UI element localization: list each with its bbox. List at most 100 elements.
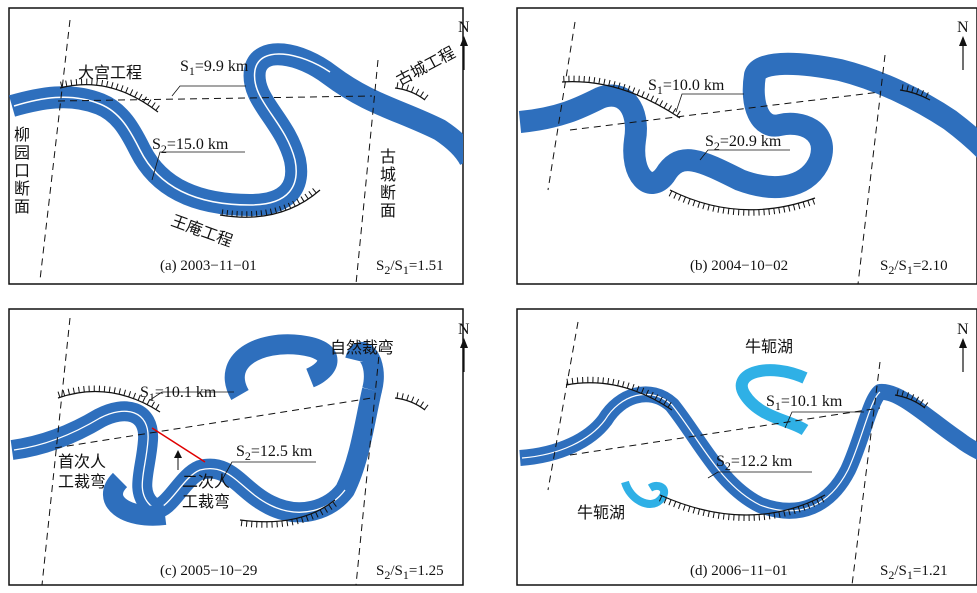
revetment-hatch xyxy=(807,200,811,207)
svg-text:N: N xyxy=(458,19,470,36)
panel-b-works-right xyxy=(899,89,931,101)
revetment-hatch xyxy=(332,501,337,507)
panel-a-gucheng-works-label: 古城工程 xyxy=(393,44,458,90)
revetment-hatch xyxy=(673,501,677,508)
svg-text:城: 城 xyxy=(380,166,396,184)
panel-b-section-left xyxy=(547,21,576,191)
svg-text:断: 断 xyxy=(380,184,396,202)
panel-d-works-left xyxy=(565,382,673,411)
revetment-hatch xyxy=(668,499,672,506)
panel-b-s1-line xyxy=(569,91,881,131)
revetment-hatch xyxy=(138,93,143,100)
revetment-hatch xyxy=(654,97,659,104)
revetment-hatch xyxy=(226,209,229,217)
revetment-hatch xyxy=(911,86,914,93)
revetment-hatch xyxy=(802,504,806,511)
svg-text:工裁弯: 工裁弯 xyxy=(58,473,106,491)
panel-c-natural-label: 自然裁弯 xyxy=(330,339,394,357)
panel-d-frame xyxy=(516,308,977,586)
panel-d-caption: (d) 2006−11−01 xyxy=(690,563,788,579)
revetment-hatch xyxy=(410,396,415,403)
revetment-hatch xyxy=(129,89,134,96)
revetment-hatch xyxy=(401,393,404,400)
revetment-hatch xyxy=(626,382,630,389)
revetment-hatch xyxy=(792,507,796,514)
revetment-hatch xyxy=(269,208,273,215)
svg-text:古: 古 xyxy=(380,148,396,166)
panel-a-liuyuankou-label: 柳 园 口 断 面 xyxy=(14,126,30,216)
revetment-hatch xyxy=(151,401,155,408)
revetment-hatch xyxy=(134,91,138,98)
panel-b-north-arrow-icon: N xyxy=(957,19,969,70)
revetment-hatch xyxy=(901,84,904,91)
revetment-hatch xyxy=(788,205,791,212)
panel-d-section-right xyxy=(851,361,881,585)
panel-a-gucheng-section-label: 古 城 断 面 xyxy=(380,148,396,220)
panel-d-north-arrow-icon: N xyxy=(957,321,969,372)
revetment-hatch xyxy=(797,203,801,210)
revetment-hatch xyxy=(103,385,106,392)
revetment-hatch xyxy=(663,497,667,504)
revetment-hatch xyxy=(717,206,720,213)
revetment-hatch xyxy=(763,513,766,521)
panel-c-frame xyxy=(8,308,464,586)
revetment-hatch xyxy=(245,520,248,527)
revetment-hatch xyxy=(728,514,730,521)
revetment-hatch xyxy=(424,94,429,100)
revetment-hatch xyxy=(768,208,770,215)
revetment-hatch xyxy=(812,198,816,205)
revetment-hatch xyxy=(783,206,786,213)
revetment-hatch xyxy=(310,513,314,520)
panel-a-s1-leader xyxy=(171,85,246,97)
revetment-hatch xyxy=(667,402,672,408)
revetment-hatch xyxy=(682,196,686,203)
revetment-hatch xyxy=(650,391,654,398)
revetment-hatch xyxy=(687,198,691,205)
revetment-hatch xyxy=(640,387,645,394)
revetment-hatch xyxy=(650,95,654,102)
revetment-hatch xyxy=(916,88,919,95)
revetment-hatch xyxy=(788,509,791,516)
revetment-hatch xyxy=(658,396,663,403)
revetment-hatch xyxy=(304,193,309,200)
revetment-hatch xyxy=(608,79,611,86)
revetment-hatch xyxy=(672,107,677,114)
panel-c-river-thread xyxy=(13,410,346,513)
panel-a-s2-leader xyxy=(151,151,245,181)
panel-b-ratio: S2/S1=2.10 xyxy=(880,258,948,277)
revetment-hatch xyxy=(60,81,63,88)
revetment-hatch xyxy=(778,207,781,214)
revetment-hatch xyxy=(70,79,73,86)
panel-b-s2-leader xyxy=(699,149,790,161)
panel-b-works-left xyxy=(561,81,681,119)
panel-a-north-arrow-icon: N xyxy=(458,19,470,70)
svg-text:面: 面 xyxy=(14,199,30,216)
revetment-hatch xyxy=(231,210,233,217)
svg-text:口: 口 xyxy=(14,163,30,180)
revetment-hatch xyxy=(676,110,681,117)
panel-b-s2-label: S2=20.9 km xyxy=(705,133,782,153)
panel-a-dagong-works xyxy=(59,84,159,113)
revetment-hatch xyxy=(286,520,289,527)
revetment-hatch xyxy=(255,210,258,217)
revetment-hatch xyxy=(115,83,119,90)
revetment-hatch xyxy=(707,204,710,211)
panel-b-caption: (b) 2004−10−02 xyxy=(690,258,788,274)
revetment-hatch xyxy=(128,391,132,398)
panel-c-north-arrow-icon: N xyxy=(458,321,470,372)
panel-b-s1-label: S1=10.0 km xyxy=(648,77,725,97)
revetment-hatch xyxy=(155,404,160,410)
revetment-hatch xyxy=(598,77,601,84)
revetment-hatch xyxy=(622,381,625,388)
revetment-hatch xyxy=(101,79,104,86)
panel-c-section-right xyxy=(355,344,381,585)
revetment-hatch xyxy=(75,79,78,86)
revetment-hatch xyxy=(727,208,730,215)
panel-a-s1-line xyxy=(57,95,373,102)
revetment-hatch xyxy=(155,105,160,111)
panel-d-river xyxy=(519,384,977,519)
svg-text:园: 园 xyxy=(14,145,30,162)
revetment-hatch xyxy=(659,100,664,106)
revetment-hatch xyxy=(593,77,596,84)
